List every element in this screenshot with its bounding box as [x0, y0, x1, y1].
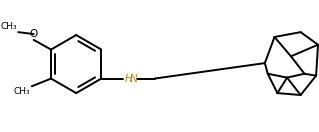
Text: CH₃: CH₃: [13, 87, 30, 96]
Text: CH₃: CH₃: [1, 22, 17, 31]
Text: O: O: [30, 29, 38, 39]
Text: H: H: [124, 74, 132, 84]
Text: N: N: [130, 74, 138, 84]
